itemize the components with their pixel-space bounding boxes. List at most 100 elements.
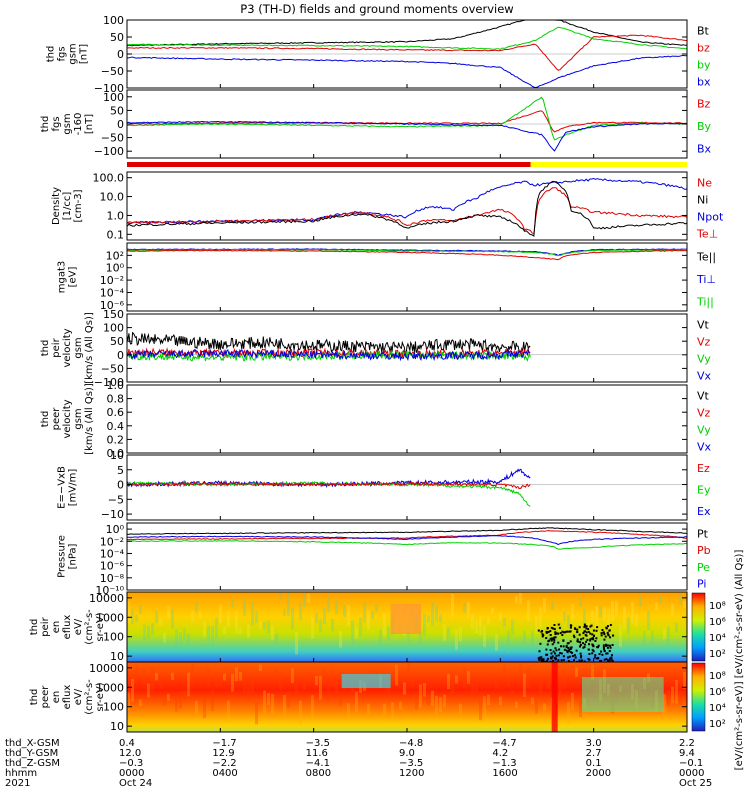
spectrogram-cell (606, 625, 609, 628)
spectrogram-cell (447, 627, 450, 638)
spectrogram-cell (275, 667, 278, 679)
x-axis-value: 9.4 (679, 748, 695, 759)
spectrogram-cell (609, 657, 612, 660)
spectrogram-cell (163, 633, 166, 643)
spectrogram-cell (600, 632, 603, 635)
x-axis-value: −1.7 (212, 738, 236, 749)
x-axis-value: 0800 (306, 768, 331, 779)
x-axis-table: thd_X-GSMthd_Y-GSMthd_Z-GSMhhmm20210.412… (5, 738, 712, 789)
spectrogram-cell (580, 656, 583, 659)
spectrogram-cell (611, 601, 614, 622)
spectrogram-cell (562, 659, 565, 662)
y-tick-label: 10⁻⁶ (100, 299, 125, 312)
spectrogram-cell (199, 611, 202, 619)
y-axis-label: mgat3 (57, 261, 68, 294)
spectrogram-cell (315, 675, 318, 686)
spectrogram-cell (187, 633, 190, 648)
y-axis-label: fgs (57, 46, 68, 61)
y-tick-label: 100 (103, 322, 124, 335)
spectrogram-cell (605, 626, 608, 629)
spectrogram-cell (455, 675, 458, 684)
spectrogram-cell (151, 667, 154, 691)
x-axis-value: −4.7 (492, 738, 516, 749)
y-axis-label: velocity (62, 399, 73, 438)
y-tick-label: 10 (110, 449, 124, 462)
colorbar: 10⁸ 10⁶ 10⁴ 10² 10⁸ 10⁶ 10⁴ 10² [eV/(cm²-s-sr-eV… (691, 550, 745, 770)
legend-entry: Ni (697, 194, 708, 207)
spectrogram-cell (643, 631, 646, 652)
spectrogram-cell (171, 608, 174, 629)
spectrogram-cell (578, 626, 581, 629)
spectrogram-cell (371, 669, 374, 677)
x-axis-value: 2.2 (679, 738, 695, 749)
spectrogram-cell (147, 625, 150, 639)
spectrogram-cell (415, 695, 418, 710)
spectrogram-cell (557, 623, 560, 626)
spectrogram-cell (543, 703, 546, 711)
spectrogram-cell (367, 610, 370, 630)
legend-entry: Vy (697, 353, 711, 366)
spectrogram-cell (287, 592, 290, 616)
spectrogram-cell (605, 658, 608, 661)
colorbar-tick-label: 10⁴ (709, 703, 726, 714)
y-axis-label: thd (40, 411, 51, 428)
panel-frame (126, 171, 688, 241)
spectrogram-cell (295, 685, 298, 696)
spectrogram-cell (546, 657, 549, 660)
spectrogram-cell (295, 632, 298, 655)
spectrogram-cell (583, 643, 586, 646)
y-tick-label: 1000 (96, 611, 124, 624)
panel-efield: 10 5 0−5 −10 E=−VxB [mV/m] Ez Ey Ex (57, 449, 711, 521)
spectrogram-cell (546, 659, 549, 662)
y-tick-label: 100 (103, 14, 124, 27)
y-tick-label: 0.8 (107, 393, 125, 406)
legend-entry: Vx (697, 370, 712, 383)
y-tick-label: 0 (117, 479, 124, 492)
spectrogram-cell (582, 646, 585, 649)
spectrogram-cell (585, 640, 588, 643)
spectrogram-cell (573, 659, 576, 662)
spectrogram-cell (483, 696, 486, 716)
spectrogram-cell (659, 595, 662, 604)
y-axis-label: thd (40, 340, 51, 357)
spectrogram-cell (602, 631, 605, 634)
spectrogram-cell (551, 662, 558, 732)
x-axis-value: 0000 (679, 768, 704, 779)
spectrogram-cell (549, 630, 552, 633)
spectrogram-cell (597, 646, 600, 649)
y-axis-label: peir (40, 616, 51, 636)
spectrogram-cell (167, 693, 170, 701)
spectrogram-cell (605, 644, 608, 647)
spectrogram-cell (151, 623, 154, 635)
spectrogram-cell (607, 608, 610, 630)
spectrogram-cell (475, 620, 478, 634)
spectrogram-cell (606, 631, 609, 634)
spectrogram-cell (403, 682, 406, 695)
spectrogram-cell (251, 675, 254, 694)
series-line (126, 347, 531, 360)
y-tick-label: 0.4 (107, 420, 125, 433)
spectrogram-cell (560, 659, 563, 662)
spectrogram-cell (593, 656, 596, 659)
spectrogram-cell (597, 657, 600, 660)
y-axis-label: Pressure (57, 535, 68, 578)
spectrogram-cell (679, 690, 682, 706)
y-axis-label: eV/ (73, 688, 84, 705)
spectrogram-cell (167, 605, 170, 618)
spectrogram-cell (538, 658, 541, 661)
spectrogram-cell (570, 624, 573, 627)
spectrogram-cell (603, 658, 606, 661)
y-tick-label: −50 (101, 65, 124, 78)
spectrogram-cell (591, 648, 594, 651)
spectrogram-cell (467, 671, 470, 684)
spectrogram-cell (451, 671, 454, 694)
spectrogram-cell (535, 700, 538, 714)
spectrogram-cell (590, 624, 593, 627)
legend-entry: Vy (697, 424, 711, 437)
spectrogram-cell (567, 649, 570, 652)
spectrogram-cell (203, 695, 206, 719)
y-tick-label: 10⁻² (100, 274, 124, 287)
spectrogram-cell (631, 601, 634, 624)
spectrogram-cell (519, 663, 522, 676)
spectrogram-cell (479, 700, 482, 721)
